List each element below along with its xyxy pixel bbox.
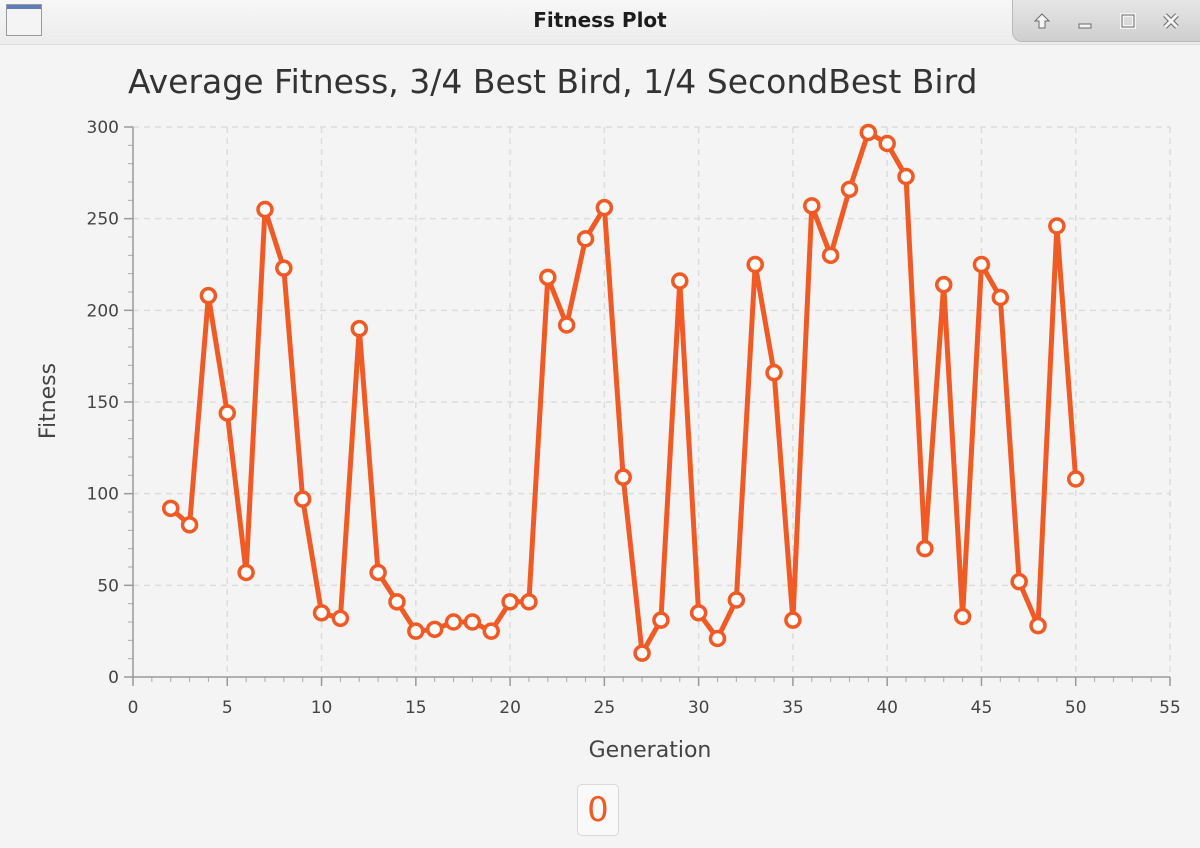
data-point (671, 272, 689, 290)
data-point (1029, 616, 1047, 635)
data-point (840, 180, 859, 199)
restore-icon (1119, 12, 1137, 30)
data-point (576, 230, 595, 248)
data-point (821, 246, 840, 265)
data-point (934, 275, 953, 294)
x-tick-label: 40 (876, 698, 898, 718)
chart-title: Average Fitness, 3/4 Best Bird, 1/4 Seco… (128, 62, 978, 101)
data-point (161, 499, 180, 518)
close-icon (1162, 12, 1180, 30)
data-point (350, 319, 369, 338)
data-point (237, 563, 255, 582)
data-point (916, 539, 934, 558)
window-title: Fitness Plot (533, 8, 667, 32)
x-tick-label: 5 (222, 698, 233, 718)
data-point (557, 316, 576, 334)
data-point (784, 611, 802, 629)
y-axis-label: Fitness (36, 363, 61, 439)
y-tick-label: 0 (108, 668, 119, 688)
data-point (369, 563, 387, 582)
data-point (388, 593, 406, 611)
minimize-icon (1076, 12, 1094, 30)
x-tick-label: 55 (1159, 698, 1181, 718)
x-tick-label: 15 (405, 698, 427, 718)
data-point (859, 123, 878, 142)
x-tick-label: 0 (128, 698, 139, 718)
y-tick-label: 150 (87, 393, 119, 413)
data-point (199, 286, 218, 305)
data-point (708, 629, 727, 648)
data-point (595, 198, 614, 217)
data-point (444, 613, 463, 631)
window-controls (1012, 0, 1200, 42)
data-point (256, 200, 274, 219)
data-point (991, 288, 1010, 307)
x-tick-label: 25 (594, 698, 616, 718)
x-tick-label: 20 (499, 698, 521, 718)
maximize-up-button[interactable] (1027, 6, 1057, 36)
data-point (633, 644, 651, 662)
data-point (972, 255, 991, 274)
data-point (1010, 572, 1028, 591)
data-point (312, 604, 331, 622)
y-tick-label: 300 (87, 118, 119, 138)
data-point (218, 404, 237, 422)
x-tick-label: 30 (688, 698, 710, 718)
data-point (407, 622, 425, 640)
window-app-icon[interactable] (6, 4, 42, 36)
y-tick-label: 50 (97, 576, 119, 596)
x-tick-label: 50 (1065, 698, 1087, 718)
data-point (746, 255, 764, 274)
x-axis-label: Generation (589, 738, 712, 763)
close-button[interactable] (1156, 6, 1186, 36)
x-tick-label: 10 (311, 698, 333, 718)
data-point (803, 197, 821, 215)
window-titlebar: Fitness Plot (0, 0, 1200, 45)
data-point (727, 591, 746, 609)
data-point (953, 607, 972, 626)
data-point (1066, 470, 1085, 488)
data-point (482, 622, 500, 640)
data-point (897, 167, 915, 186)
data-point (180, 516, 199, 534)
data-point (614, 468, 632, 486)
data-point (689, 604, 708, 622)
data-point (463, 613, 482, 631)
x-tick-label: 35 (782, 698, 804, 718)
y-tick-label: 250 (87, 210, 119, 230)
minimize-button[interactable] (1070, 6, 1100, 36)
data-point (520, 593, 538, 611)
restore-button[interactable] (1113, 6, 1143, 36)
data-point (539, 268, 557, 287)
data-point (1048, 217, 1066, 235)
data-point (425, 620, 444, 639)
data-point (501, 593, 519, 611)
data-point (275, 259, 293, 277)
data-point (331, 609, 350, 628)
generation-counter: 0 (577, 784, 619, 836)
data-point (878, 134, 896, 153)
y-tick-label: 100 (87, 485, 119, 505)
data-point (765, 363, 783, 382)
data-point (293, 490, 312, 508)
x-tick-label: 45 (971, 698, 993, 718)
arrow-up-icon (1033, 12, 1051, 30)
y-tick-label: 200 (87, 301, 119, 321)
data-point (652, 611, 670, 629)
